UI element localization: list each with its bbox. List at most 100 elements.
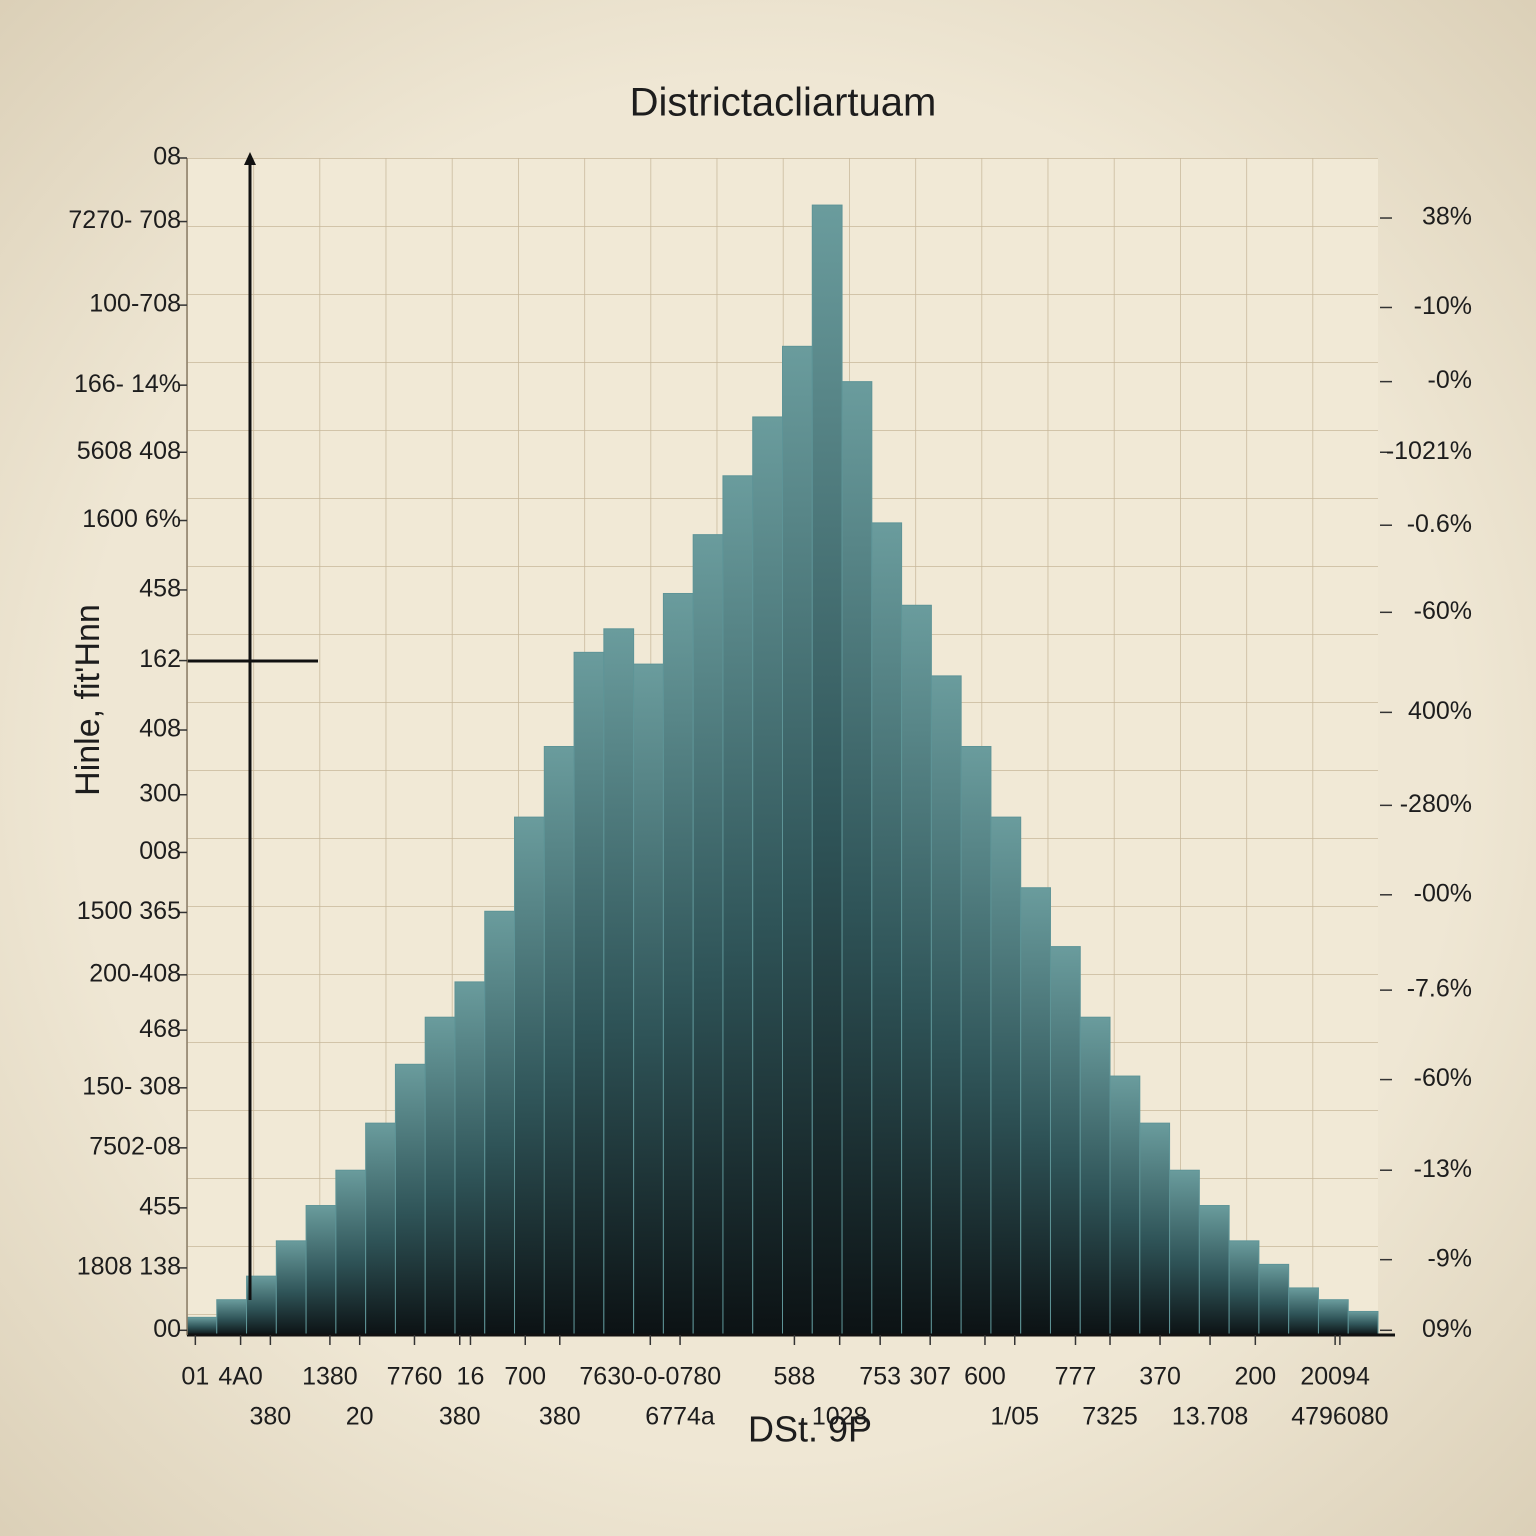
x-tick-label: 13.708 (1172, 1403, 1248, 1431)
bar (603, 628, 635, 1336)
bar (484, 910, 516, 1336)
y2-tick-label: -0.6% (1407, 510, 1472, 538)
bar (1079, 1016, 1111, 1336)
y-tick-label: 100-708 (89, 290, 181, 318)
x-tick-label: 753 (859, 1363, 901, 1391)
bar (841, 381, 873, 1336)
y-tick-label: 00 (153, 1315, 181, 1343)
y-tick-label: 408 (139, 715, 181, 743)
bar (543, 746, 575, 1336)
x-tick-label: 200 (1234, 1363, 1276, 1391)
y-tick-label: 455 (139, 1192, 181, 1220)
arrow-head (244, 152, 256, 165)
y-tick-label: 162 (139, 645, 181, 673)
bar (930, 675, 962, 1336)
bar (692, 534, 724, 1336)
bar (186, 1316, 218, 1336)
bar (990, 816, 1022, 1336)
x-tick-label: 777 (1055, 1363, 1097, 1391)
bar (365, 1122, 396, 1336)
y-tick-label: 008 (139, 837, 181, 865)
bar (394, 1063, 426, 1336)
x-tick-label: 1/05 (990, 1403, 1039, 1431)
y2-tick-label: -13% (1414, 1155, 1472, 1183)
bar (424, 1016, 456, 1336)
y2-tick-label: -9% (1428, 1244, 1472, 1272)
x-tick-label: 380 (250, 1403, 292, 1431)
y2-tick-label: 400% (1408, 697, 1472, 725)
x-tick-label: 7760 (387, 1363, 443, 1391)
bar (1020, 887, 1051, 1336)
x-tick-label: 4796080 (1291, 1403, 1388, 1431)
x-tick-label: 7630-0-0780 (579, 1363, 721, 1391)
x-tick-label: 4A0 (218, 1363, 262, 1391)
bar (573, 651, 605, 1336)
y2-tick-label: -7.6% (1407, 975, 1472, 1003)
y-tick-label: 7502-08 (89, 1132, 181, 1160)
y-tick-label: 468 (139, 1015, 181, 1043)
bar (901, 604, 932, 1336)
bar (1198, 1205, 1230, 1336)
x-tick-label: 20 (346, 1403, 374, 1431)
y2-tick-label: -1021% (1386, 437, 1472, 465)
x-tick-label: 01 (181, 1363, 209, 1391)
x-tick-label: 370 (1139, 1363, 1181, 1391)
y2-tick-label: -60% (1414, 1064, 1472, 1092)
x-tick-label: 1380 (302, 1363, 358, 1391)
y-tick-label: 300 (139, 779, 181, 807)
bar (216, 1299, 248, 1336)
y2-tick-label: -00% (1414, 879, 1472, 907)
bar (782, 345, 813, 1336)
bar (1169, 1169, 1200, 1336)
bar (1228, 1240, 1260, 1336)
x-tick-label: 6774a (645, 1403, 715, 1431)
y-tick-label: 1500 365 (77, 897, 181, 925)
bar (811, 204, 843, 1336)
y-tick-label: 1808 138 (77, 1253, 181, 1281)
y2-tick-label: 09% (1422, 1315, 1472, 1343)
y2-tick-label: -60% (1414, 597, 1472, 625)
y2-tick-label: -280% (1400, 790, 1472, 818)
bar (1347, 1310, 1379, 1336)
y-tick-label: 200-408 (89, 959, 181, 987)
y-tick-label: 7270- 708 (68, 206, 181, 234)
y-tick-label: 5608 408 (77, 437, 181, 465)
y2-tick-label: -0% (1428, 366, 1472, 394)
bar (305, 1205, 337, 1336)
bar (752, 416, 783, 1336)
x-tick-label: 1028 (812, 1403, 868, 1431)
y-tick-label: 1600 6% (82, 505, 181, 533)
x-tick-label: 600 (964, 1363, 1006, 1391)
x-axis-label: DSt. 9P (748, 1409, 872, 1450)
x-tick-label: 700 (504, 1363, 546, 1391)
bar (960, 746, 992, 1336)
bar (722, 475, 754, 1336)
bar (662, 592, 694, 1336)
chart-title: Districtacliartuam (630, 81, 937, 125)
x-tick-label: 20094 (1300, 1363, 1370, 1391)
bar (454, 981, 486, 1336)
y2-tick-label: -10% (1414, 292, 1472, 320)
x-tick-label: 588 (774, 1363, 816, 1391)
y-tick-label: 08 (153, 143, 181, 171)
y2-tick-label: 38% (1422, 203, 1472, 231)
bar (335, 1169, 367, 1336)
x-tick-label: 16 (457, 1363, 485, 1391)
bar (1139, 1122, 1171, 1336)
x-tick-label: 380 (439, 1403, 481, 1431)
bar (1258, 1263, 1290, 1336)
y-tick-label: 166- 14% (74, 370, 181, 398)
y-tick-label: 150- 308 (82, 1072, 181, 1100)
bar (871, 522, 903, 1336)
x-tick-label: 307 (909, 1363, 951, 1391)
bar (514, 816, 545, 1336)
y-axis-label: Hinle, fit'Hnn (69, 604, 107, 796)
x-tick-label: 7325 (1082, 1403, 1138, 1431)
bar (275, 1240, 307, 1336)
bar (1109, 1075, 1141, 1336)
bar (633, 663, 664, 1336)
bars (186, 204, 1379, 1336)
bar (1317, 1299, 1349, 1336)
bar (1049, 946, 1081, 1336)
